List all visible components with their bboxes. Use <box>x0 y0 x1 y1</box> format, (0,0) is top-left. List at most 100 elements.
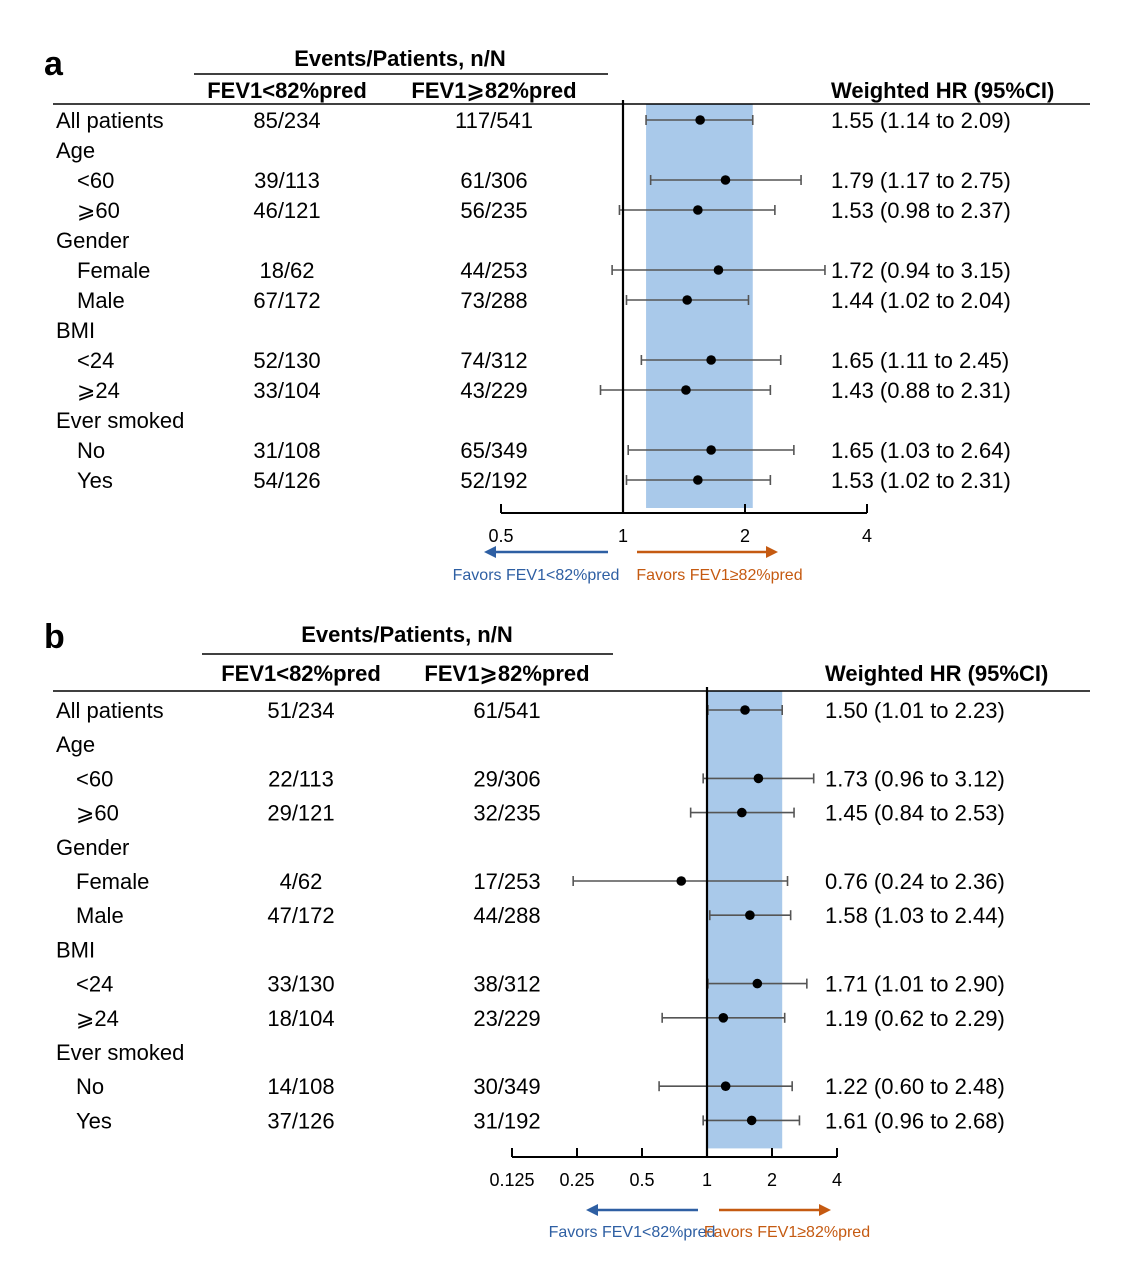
favors-left-arrowhead <box>586 1204 598 1216</box>
events-patients-header: Events/Patients, n/N <box>301 622 513 647</box>
hr-point <box>681 385 691 395</box>
overall-ci-band <box>707 691 783 1149</box>
events-fev1-low-cell: 46/121 <box>253 198 320 223</box>
events-fev1-low-cell: 18/62 <box>259 258 314 283</box>
forest-plot-panel-a: a Events/Patients, n/N FEV1<82%pred FEV1⩾82… <box>0 0 1143 600</box>
events-fev1-low-cell: 85/234 <box>253 108 320 133</box>
group-label: Gender <box>56 835 129 860</box>
hr-point <box>746 1115 757 1126</box>
weighted-hr-cell: 1.45 (0.84 to 2.53) <box>825 801 1005 826</box>
subgroup-label: ⩾24 <box>76 1006 119 1031</box>
x-tick-label: 0.5 <box>629 1170 654 1190</box>
hr-point <box>693 205 703 215</box>
events-fev1-low-cell: 51/234 <box>267 698 334 723</box>
favors-right-label: Favors FEV1≥82%pred <box>704 1224 870 1241</box>
favors-left-label: Favors FEV1<82%pred <box>549 1224 716 1241</box>
weighted-hr-cell: 1.22 (0.60 to 2.48) <box>825 1074 1005 1099</box>
events-fev1-high-cell: 44/288 <box>473 903 540 928</box>
events-fev1-high-cell: 30/349 <box>473 1074 540 1099</box>
events-fev1-high-cell: 43/229 <box>460 378 527 403</box>
hr-point <box>706 445 716 455</box>
hr-point <box>718 1013 729 1023</box>
events-fev1-high-cell: 61/541 <box>473 698 540 723</box>
group-label: BMI <box>56 937 95 962</box>
subgroup-label: Female <box>76 869 149 894</box>
group-label: Ever smoked <box>56 1040 184 1065</box>
column-header-weighted-hr: Weighted HR (95%CI) <box>831 78 1054 103</box>
hr-point <box>740 705 750 715</box>
events-fev1-low-cell: 4/62 <box>280 869 323 894</box>
weighted-hr-cell: 1.53 (1.02 to 2.31) <box>831 468 1011 493</box>
events-fev1-low-cell: 22/113 <box>268 766 334 791</box>
favors-right-arrowhead <box>819 1204 831 1216</box>
events-fev1-high-cell: 73/288 <box>460 288 527 313</box>
group-label: Ever smoked <box>56 408 184 433</box>
subgroup-label: Yes <box>77 468 113 493</box>
column-header-fev1-high: FEV1⩾82%pred <box>424 661 589 686</box>
favors-left-arrowhead <box>484 546 496 558</box>
events-fev1-high-cell: 38/312 <box>473 972 540 997</box>
x-tick-label: 2 <box>740 526 750 546</box>
events-fev1-high-cell: 74/312 <box>460 348 527 373</box>
subgroup-label: ⩾60 <box>77 198 120 223</box>
x-tick-label: 4 <box>862 526 872 546</box>
group-label: Age <box>56 732 95 757</box>
hr-point <box>745 910 755 920</box>
subgroup-label: ⩾24 <box>77 378 120 403</box>
group-label: All patients <box>56 698 164 723</box>
hr-point <box>693 475 703 485</box>
events-fev1-high-cell: 23/229 <box>473 1006 540 1031</box>
weighted-hr-cell: 1.61 (0.96 to 2.68) <box>825 1108 1005 1133</box>
x-tick-label: 0.5 <box>488 526 513 546</box>
events-fev1-low-cell: 54/126 <box>253 468 320 493</box>
x-tick-label: 1 <box>618 526 628 546</box>
hr-point <box>682 295 692 305</box>
column-header-fev1-low: FEV1<82%pred <box>207 78 367 103</box>
column-header-fev1-high: FEV1⩾82%pred <box>411 78 576 103</box>
group-label: All patients <box>56 108 164 133</box>
column-header-fev1-low: FEV1<82%pred <box>221 661 381 686</box>
events-fev1-low-cell: 14/108 <box>267 1074 334 1099</box>
subgroup-label: <60 <box>77 168 114 193</box>
events-patients-header: Events/Patients, n/N <box>294 46 506 71</box>
x-tick-label: 2 <box>767 1170 777 1190</box>
events-fev1-high-cell: 31/192 <box>473 1108 540 1133</box>
subgroup-label: <24 <box>77 348 114 373</box>
hr-point <box>706 355 716 365</box>
weighted-hr-cell: 1.43 (0.88 to 2.31) <box>831 378 1011 403</box>
hr-point <box>713 265 724 275</box>
weighted-hr-cell: 0.76 (0.24 to 2.36) <box>825 869 1005 894</box>
subgroup-label: Male <box>77 288 125 313</box>
subgroup-label: <24 <box>76 972 113 997</box>
weighted-hr-cell: 1.50 (1.01 to 2.23) <box>825 698 1005 723</box>
events-fev1-low-cell: 31/108 <box>253 438 320 463</box>
events-fev1-low-cell: 33/130 <box>267 972 334 997</box>
weighted-hr-cell: 1.55 (1.14 to 2.09) <box>831 108 1011 133</box>
events-fev1-low-cell: 47/172 <box>267 903 334 928</box>
events-fev1-high-cell: 61/306 <box>460 168 527 193</box>
favors-right-label: Favors FEV1≥82%pred <box>636 567 802 584</box>
subgroup-label: Male <box>76 903 124 928</box>
subgroup-label: ⩾60 <box>76 801 119 826</box>
events-fev1-low-cell: 37/126 <box>267 1108 334 1133</box>
favors-left-label: Favors FEV1<82%pred <box>453 567 620 584</box>
events-fev1-low-cell: 18/104 <box>267 1006 334 1031</box>
weighted-hr-cell: 1.19 (0.62 to 2.29) <box>825 1006 1005 1031</box>
events-fev1-low-cell: 39/113 <box>254 168 320 193</box>
favors-right-arrowhead <box>766 546 778 558</box>
group-label: BMI <box>56 318 95 343</box>
events-fev1-high-cell: 29/306 <box>473 766 540 791</box>
hr-point <box>753 773 764 784</box>
overall-ci-band <box>646 104 753 508</box>
x-tick-label: 0.25 <box>559 1170 594 1190</box>
panel-letter: a <box>44 45 64 83</box>
subgroup-label: No <box>76 1074 104 1099</box>
subgroup-label: Yes <box>76 1108 112 1133</box>
group-label: Age <box>56 138 95 163</box>
weighted-hr-cell: 1.58 (1.03 to 2.44) <box>825 903 1005 928</box>
events-fev1-high-cell: 52/192 <box>460 468 527 493</box>
x-tick-label: 1 <box>702 1170 712 1190</box>
hr-point <box>752 978 763 989</box>
events-fev1-high-cell: 56/235 <box>460 198 527 223</box>
weighted-hr-cell: 1.44 (1.02 to 2.04) <box>831 288 1011 313</box>
